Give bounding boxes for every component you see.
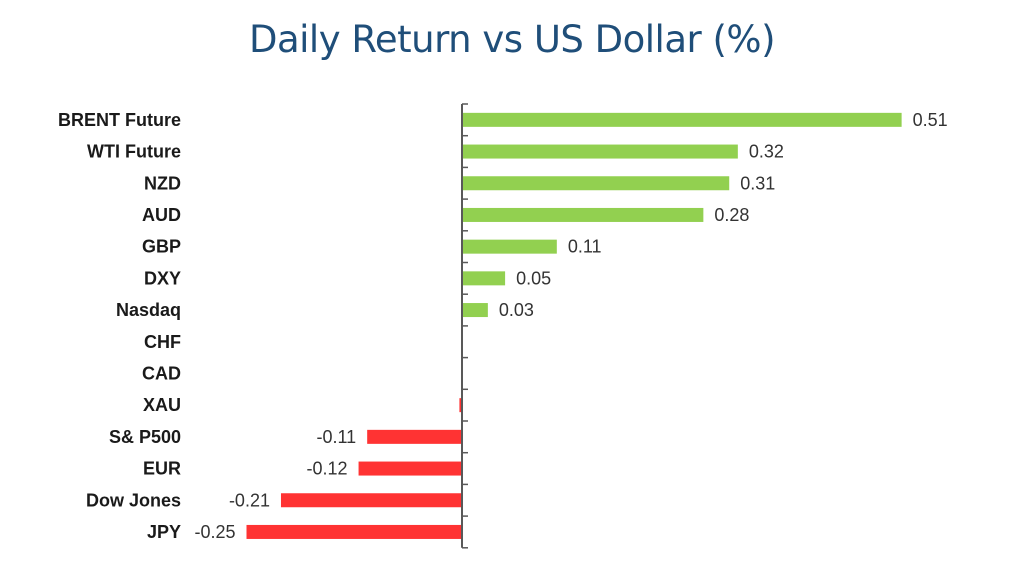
value-label-brent-future: 0.51	[913, 110, 948, 130]
category-label-nzd: NZD	[144, 173, 181, 193]
value-label-jpy: -0.25	[194, 522, 235, 542]
category-label-brent-future: BRENT Future	[58, 110, 181, 130]
category-label-dow-jones: Dow Jones	[86, 490, 181, 510]
category-label-s-p500: S& P500	[109, 427, 181, 447]
category-label-nasdaq: Nasdaq	[116, 300, 181, 320]
category-labels-group: BRENT Future WTI Future NZD AUD GBP DXY Nasdaq…	[58, 110, 181, 542]
value-labels-group: 0.51 0.32 0.31 0.28 0.11 0.05 0.03 -0.11 -0.12 -0…	[194, 110, 947, 542]
value-label-nasdaq: 0.03	[499, 300, 534, 320]
bar-s-p500	[367, 429, 462, 444]
y-axis	[461, 103, 468, 549]
bar-eur	[358, 461, 462, 476]
bar-brent-future	[462, 112, 902, 127]
category-label-gbp: GBP	[142, 237, 181, 257]
value-label-dow-jones: -0.21	[229, 490, 270, 510]
category-label-chf: CHF	[144, 332, 181, 352]
bar-xau	[459, 398, 462, 413]
bars-group	[246, 112, 902, 539]
bar-nasdaq	[462, 303, 488, 318]
value-label-wti-future: 0.32	[749, 142, 784, 162]
category-label-dxy: DXY	[144, 268, 181, 288]
bar-jpy	[246, 524, 462, 539]
category-label-jpy: JPY	[147, 522, 181, 542]
bar-dow-jones	[280, 493, 462, 508]
bar-wti-future	[462, 144, 738, 159]
value-label-gbp: 0.11	[568, 237, 602, 257]
value-label-eur: -0.12	[307, 459, 348, 479]
bar-gbp	[462, 239, 557, 254]
value-label-aud: 0.28	[714, 205, 749, 225]
category-label-wti-future: WTI Future	[87, 142, 181, 162]
category-label-eur: EUR	[143, 459, 181, 479]
chart-title: Daily Return vs US Dollar (%)	[248, 18, 776, 61]
category-label-xau: XAU	[143, 395, 181, 415]
value-label-dxy: 0.05	[516, 268, 551, 288]
category-label-aud: AUD	[142, 205, 181, 225]
bar-nzd	[462, 176, 730, 191]
value-label-s-p500: -0.11	[316, 427, 356, 447]
category-label-cad: CAD	[142, 363, 181, 383]
bar-dxy	[462, 271, 506, 286]
value-label-nzd: 0.31	[740, 173, 775, 193]
bar-aud	[462, 207, 704, 222]
